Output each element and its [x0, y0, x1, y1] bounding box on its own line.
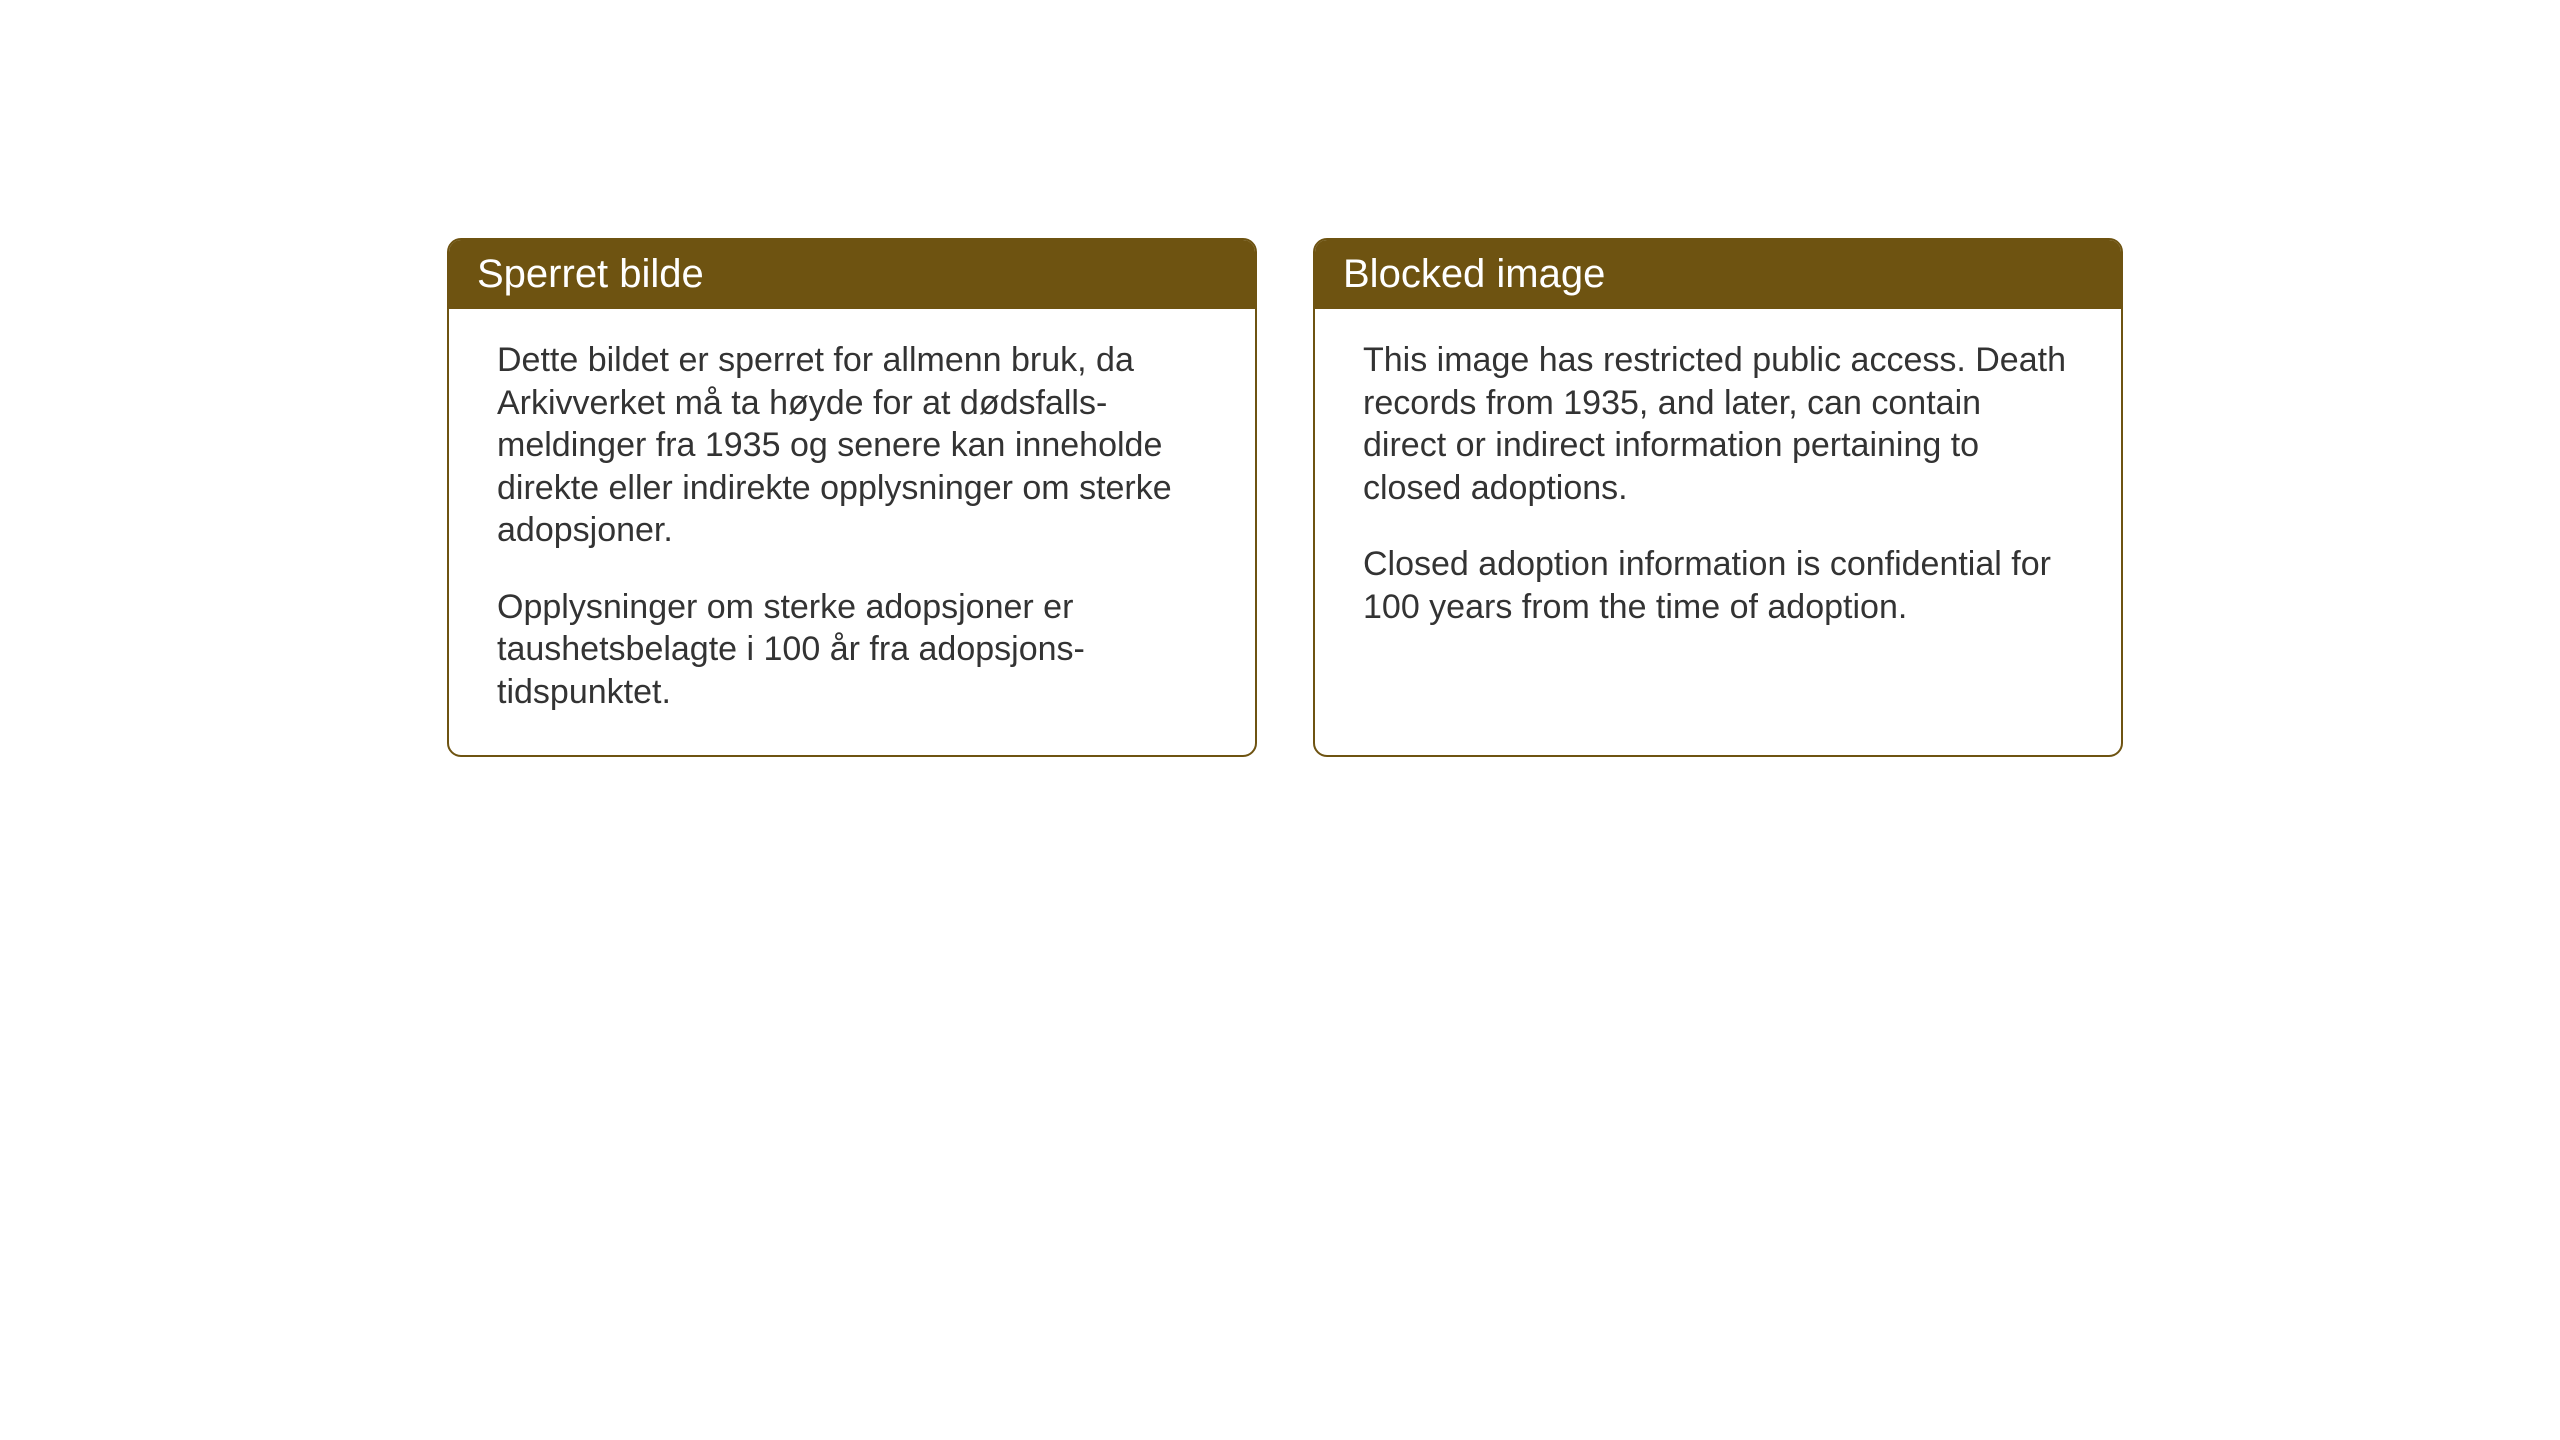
notice-card-norwegian: Sperret bilde Dette bildet er sperret fo…: [447, 238, 1257, 757]
card-header-english: Blocked image: [1315, 240, 2121, 309]
notice-container: Sperret bilde Dette bildet er sperret fo…: [447, 238, 2123, 757]
card-body-norwegian: Dette bildet er sperret for allmenn bruk…: [449, 309, 1255, 755]
card-body-english: This image has restricted public access.…: [1315, 309, 2121, 670]
card-header-norwegian: Sperret bilde: [449, 240, 1255, 309]
card-title-english: Blocked image: [1343, 252, 1605, 296]
card-paragraph-2-english: Closed adoption information is confident…: [1363, 543, 2073, 628]
card-paragraph-1-english: This image has restricted public access.…: [1363, 339, 2073, 509]
card-title-norwegian: Sperret bilde: [477, 252, 704, 296]
card-paragraph-1-norwegian: Dette bildet er sperret for allmenn bruk…: [497, 339, 1207, 552]
notice-card-english: Blocked image This image has restricted …: [1313, 238, 2123, 757]
card-paragraph-2-norwegian: Opplysninger om sterke adopsjoner er tau…: [497, 586, 1207, 714]
